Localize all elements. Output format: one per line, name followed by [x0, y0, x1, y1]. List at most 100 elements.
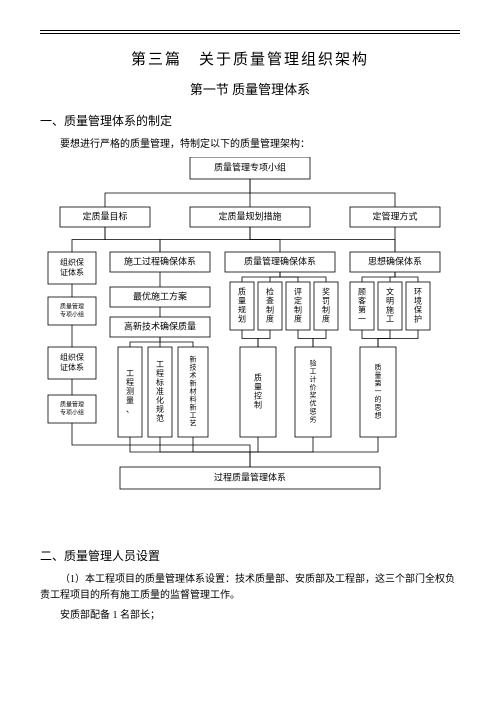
svg-text:环: 环 [414, 287, 422, 296]
svg-text:最优施工方案: 最优施工方案 [133, 291, 187, 302]
svg-text:护: 护 [414, 313, 422, 323]
svg-text:程: 程 [156, 369, 164, 378]
paragraph-1: 要想进行严格的质量管理，特制定以下的质量管理架构： [40, 137, 460, 153]
svg-text:明: 明 [386, 296, 394, 305]
svg-text:制: 制 [254, 399, 262, 409]
svg-text:技: 技 [190, 363, 197, 372]
svg-text:想: 想 [375, 411, 382, 420]
node-d3: 环境保护 [406, 282, 430, 330]
svg-text:度: 度 [294, 313, 302, 323]
svg-text:度: 度 [266, 313, 274, 323]
svg-text:规: 规 [156, 404, 164, 414]
node-lvl2c: 定管理方式 [350, 207, 440, 227]
svg-text:境: 境 [414, 295, 422, 305]
svg-text:质: 质 [254, 372, 262, 382]
node-lvl3b: 施工过程确保体系 [110, 252, 210, 272]
svg-text:、: 、 [126, 405, 134, 414]
node-side2: 组织保证体系 [48, 347, 96, 379]
svg-text:定质量规划措施: 定质量规划措施 [218, 211, 281, 222]
node-lvl2b: 定质量规划措施 [190, 207, 310, 227]
svg-text:顾: 顾 [358, 287, 366, 296]
svg-text:劣: 劣 [310, 415, 317, 424]
svg-text:化: 化 [156, 395, 164, 405]
svg-text:检: 检 [266, 286, 274, 296]
org-chart-svg: 质量管理专项小组定质量目标定质量规划措施定管理方式组织保证体系施工过程确保体系质… [40, 157, 460, 537]
svg-text:工: 工 [310, 368, 317, 376]
svg-text:价: 价 [310, 384, 317, 392]
svg-text:优: 优 [310, 399, 317, 408]
node-lvl3d: 思想确保体系 [350, 252, 440, 272]
svg-text:范: 范 [156, 413, 164, 423]
svg-text:规: 规 [238, 304, 246, 314]
svg-text:思想确保体系: 思想确保体系 [368, 256, 422, 267]
svg-text:高新技术确保质量: 高新技术确保质量 [124, 321, 196, 332]
node-lvl2a: 定质量目标 [60, 207, 150, 227]
svg-text:一: 一 [358, 314, 366, 323]
svg-text:新: 新 [190, 355, 197, 364]
svg-text:定管理方式: 定管理方式 [372, 211, 417, 222]
svg-text:控: 控 [254, 390, 262, 400]
node-c4: 奖罚制度 [314, 282, 338, 330]
svg-text:工: 工 [126, 369, 134, 378]
paragraph-2: （1）本工程项目的质量管理体系设置：技术质量部、安质部及工程部，这三个部门全权负… [40, 572, 460, 604]
svg-text:思: 思 [375, 404, 382, 412]
svg-text:文: 文 [386, 286, 394, 296]
svg-text:准: 准 [156, 386, 164, 396]
svg-text:工: 工 [190, 412, 197, 420]
svg-text:定质量目标: 定质量目标 [82, 211, 127, 222]
org-chart: 质量管理专项小组定质量目标定质量规划措施定管理方式组织保证体系施工过程确保体系质… [40, 157, 460, 537]
svg-text:度: 度 [322, 313, 330, 323]
svg-text:制: 制 [322, 304, 330, 314]
svg-text:验: 验 [310, 359, 317, 368]
node-d2: 文明施工 [378, 282, 402, 330]
svg-text:划: 划 [238, 313, 246, 323]
svg-text:定: 定 [294, 295, 302, 305]
svg-text:专项小组: 专项小组 [60, 408, 84, 416]
svg-text:质量管理: 质量管理 [60, 302, 84, 310]
svg-text:标: 标 [156, 377, 164, 387]
svg-text:制: 制 [266, 304, 274, 314]
svg-text:质量管理: 质量管理 [60, 400, 84, 408]
node-b3: 高新技术确保质量 [110, 317, 210, 337]
node-c1: 质量规划 [230, 282, 254, 330]
svg-text:量: 量 [126, 396, 134, 405]
svg-text:罚: 罚 [322, 296, 330, 305]
node-bottom: 过程质量管理体系 [120, 467, 380, 489]
chapter-title: 第三篇 关于质量管理组织架构 [40, 48, 460, 69]
node-top: 质量管理专项小组 [190, 157, 310, 179]
svg-text:量: 量 [375, 372, 382, 380]
node-e3: 新技术新材料新工艺 [178, 347, 208, 437]
top-rule-1 [40, 30, 460, 31]
svg-text:计: 计 [310, 375, 317, 384]
svg-text:评: 评 [294, 287, 302, 296]
svg-text:质: 质 [238, 286, 246, 296]
top-rule-2 [40, 33, 460, 34]
node-f3: 质量第一的思想 [360, 347, 396, 437]
node-lvl3a: 组织保证体系 [48, 252, 96, 284]
svg-text:测: 测 [126, 387, 134, 396]
node-f2: 验工计价奖优惩劣 [295, 347, 331, 437]
node-b2: 最优施工方案 [110, 287, 210, 307]
node-lvl3c: 质量管理确保体系 [225, 252, 335, 272]
svg-text:质: 质 [375, 363, 382, 372]
svg-text:施工过程确保体系: 施工过程确保体系 [124, 256, 196, 267]
svg-text:质量管理确保体系: 质量管理确保体系 [244, 256, 316, 267]
node-c3: 评定制度 [286, 282, 310, 330]
svg-text:质量管理专项小组: 质量管理专项小组 [214, 162, 286, 173]
svg-text:新: 新 [190, 403, 197, 412]
svg-text:材: 材 [190, 387, 197, 396]
node-e2: 工程标准化规范 [148, 347, 172, 437]
node-f1: 质量控制 [240, 347, 276, 437]
node-d1: 顾客第一 [350, 282, 374, 330]
svg-text:的: 的 [375, 395, 382, 404]
svg-text:证体系: 证体系 [60, 362, 84, 372]
node-side1: 质量管理专项小组 [48, 297, 96, 325]
svg-text:量: 量 [254, 382, 262, 391]
svg-text:奖: 奖 [310, 391, 317, 400]
svg-text:查: 查 [266, 295, 274, 305]
svg-text:第: 第 [375, 379, 382, 388]
svg-text:工: 工 [386, 314, 394, 323]
svg-text:施: 施 [386, 304, 394, 314]
svg-text:证体系: 证体系 [60, 267, 84, 277]
svg-text:组织保: 组织保 [60, 352, 84, 362]
